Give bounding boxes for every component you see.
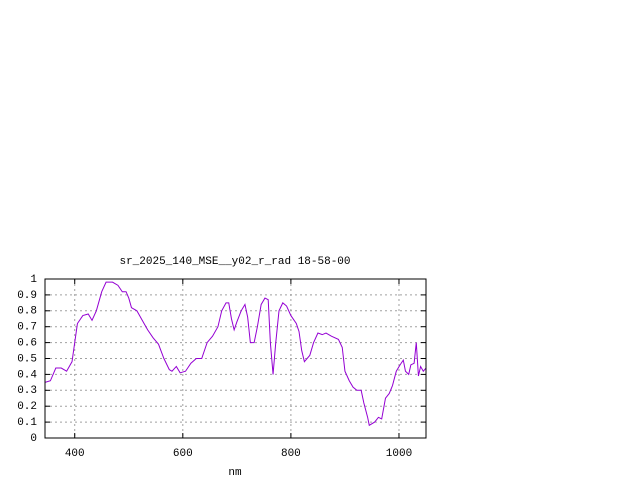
- y-tick-label: 0.6: [17, 338, 37, 350]
- y-tick-label: 0.3: [17, 385, 37, 397]
- y-tick-label: 0.9: [17, 290, 37, 302]
- y-tick-label: 0: [30, 433, 37, 445]
- x-tick-label: 400: [65, 448, 85, 460]
- plot-border: [44, 278, 427, 439]
- x-tick-label: 600: [173, 448, 193, 460]
- x-tick-label: 800: [281, 448, 301, 460]
- x-tick-label: 1000: [386, 448, 412, 460]
- y-tick-label: 0.4: [17, 369, 37, 381]
- x-axis-label: nm: [228, 467, 242, 479]
- y-tick-label: 0.1: [17, 417, 37, 429]
- y-tick-label: 0.5: [17, 353, 37, 365]
- y-tick-label: 0.7: [17, 322, 37, 334]
- y-tick-label: 1: [30, 274, 37, 286]
- chart-title: sr_2025_140_MSE__y02_r_rad 18-58-00: [119, 256, 350, 268]
- data-line: [44, 281, 427, 427]
- y-tick-label: 0.8: [17, 306, 37, 318]
- y-tick-label: 0.2: [17, 401, 37, 413]
